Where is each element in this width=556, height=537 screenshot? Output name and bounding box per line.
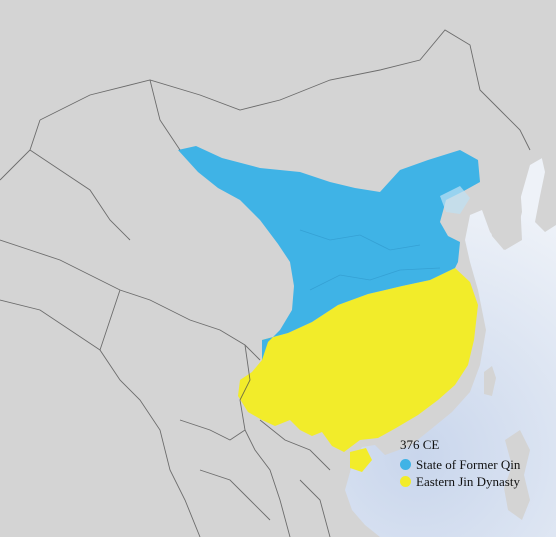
korea-peninsula (484, 175, 522, 250)
legend-item-eastern-jin: Eastern Jin Dynasty (400, 473, 520, 490)
japan-islands (535, 135, 556, 232)
taiwan-island (484, 366, 496, 396)
legend-title: 376 CE (400, 437, 440, 452)
rivers (299, 229, 441, 291)
legend-label-eastern-jin: Eastern Jin Dynasty (416, 473, 520, 489)
territory-former-qin (178, 146, 480, 360)
territory-eastern-jin (238, 268, 478, 452)
legend-swatch-eastern-jin (400, 476, 411, 487)
bohai-bay (440, 186, 470, 214)
hainan-island (350, 448, 372, 472)
legend-swatch-former-qin (400, 459, 411, 470)
legend-label-former-qin: State of Former Qin (416, 456, 521, 472)
map-legend: 376 CE State of Former Qin Eastern Jin D… (400, 437, 520, 490)
philippines-islands (504, 430, 530, 520)
legend-item-former-qin: State of Former Qin (400, 456, 520, 473)
country-borders (0, 29, 531, 537)
